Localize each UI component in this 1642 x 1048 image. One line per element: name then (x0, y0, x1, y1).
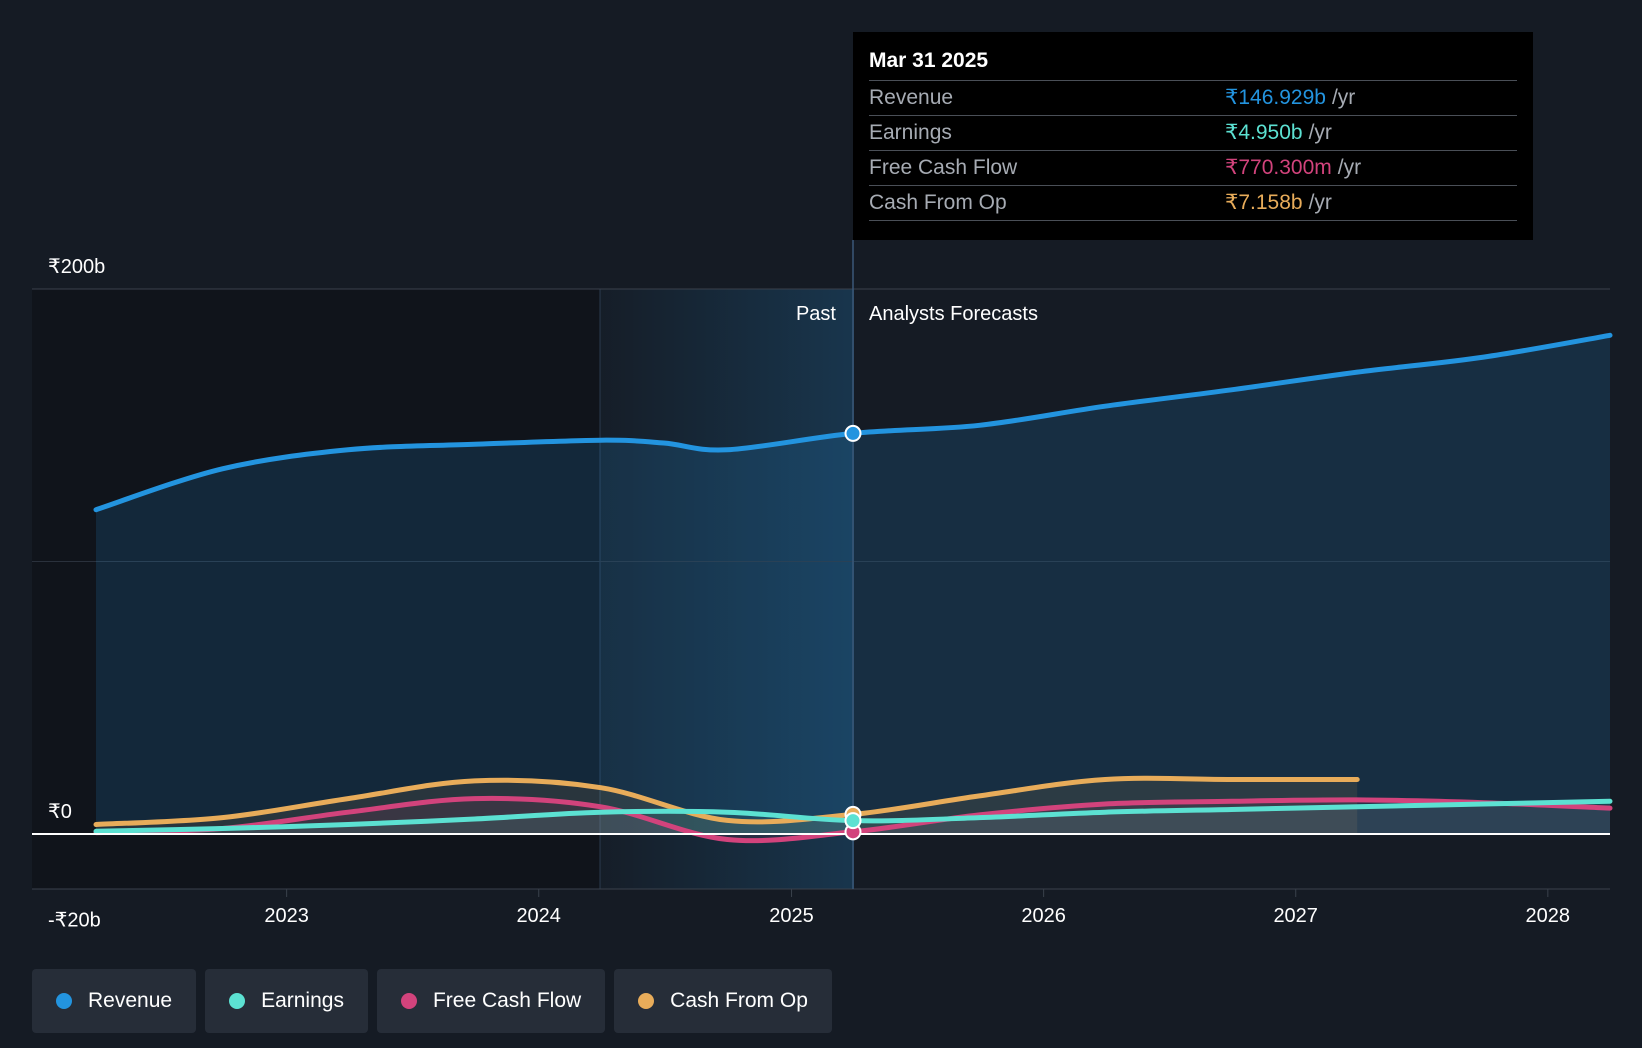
y-axis-ticks: ₹200b ₹0 -₹20b (48, 256, 105, 932)
x-tick-label: 2028 (1526, 905, 1571, 927)
x-axis-ticks: 2023 2024 2025 2026 2027 2028 (264, 889, 1570, 927)
gridlines (32, 288, 1610, 890)
free-cash-flow-dot-icon (400, 993, 417, 1009)
tooltip-value: ₹146.929b/yr (1225, 81, 1355, 115)
past-shade-region (32, 289, 600, 889)
tooltip-value-number: ₹4.950b (1225, 121, 1303, 144)
revenue-dot-icon (56, 993, 72, 1009)
earnings-marker (844, 812, 862, 830)
tooltip-label: Cash From Op (869, 191, 1007, 214)
revenue-line (93, 332, 1613, 513)
legend-item-earnings[interactable]: Earnings (205, 969, 368, 1033)
hover-markers (844, 424, 862, 841)
tooltip-unit: /yr (1337, 156, 1362, 179)
tooltip: Mar 31 2025 Revenue ₹146.929b/yr Earning… (853, 32, 1533, 240)
cash-from-op-dot-icon (638, 993, 655, 1009)
x-tick-label: 2025 (769, 905, 814, 927)
forecast-label: Analysts Forecasts (869, 303, 1038, 325)
x-tick-label: 2027 (1273, 905, 1318, 927)
legend-label: Revenue (88, 989, 173, 1012)
tooltip-value-number: ₹146.929b (1225, 86, 1326, 109)
revenue-marker (844, 424, 862, 442)
tooltip-value-number: ₹770.300m (1225, 156, 1332, 179)
legend: Revenue Earnings Free Cash Flow Cash Fro… (32, 969, 832, 1033)
past-label: Past (796, 303, 836, 325)
tooltip-row-earnings: Earnings ₹4.950b/yr (869, 116, 1517, 151)
cash-from-op-line (93, 775, 1360, 827)
tooltip-row-revenue: Revenue ₹146.929b/yr (869, 81, 1517, 116)
earnings-dot-icon (229, 993, 246, 1009)
tooltip-value-number: ₹7.158b (1225, 191, 1303, 214)
tooltip-row-cash-from-op: Cash From Op ₹7.158b/yr (869, 186, 1517, 221)
legend-label: Cash From Op (670, 989, 808, 1012)
tooltip-date: Mar 31 2025 (869, 46, 1517, 81)
x-tick-label: 2024 (516, 905, 561, 927)
y-tick-label: -₹20b (48, 910, 101, 932)
tooltip-value: ₹7.158b/yr (1225, 186, 1332, 220)
y-tick-label: ₹200b (48, 256, 105, 278)
tooltip-label: Revenue (869, 86, 954, 109)
tooltip-value: ₹4.950b/yr (1225, 116, 1332, 150)
x-tick-label: 2026 (1021, 905, 1066, 927)
past-highlight-region (600, 289, 854, 889)
legend-item-cash-from-op[interactable]: Cash From Op (614, 969, 832, 1033)
earnings-area (96, 801, 1610, 834)
x-tick-label: 2023 (264, 905, 309, 927)
tooltip-unit: /yr (1331, 86, 1356, 109)
tooltip-value: ₹770.300m/yr (1225, 151, 1361, 185)
tooltip-unit: /yr (1308, 191, 1332, 214)
tooltip-row-free-cash-flow: Free Cash Flow ₹770.300m/yr (869, 151, 1517, 186)
legend-label: Free Cash Flow (432, 989, 582, 1012)
tooltip-label: Earnings (869, 121, 952, 144)
tooltip-label: Free Cash Flow (869, 156, 1018, 179)
y-tick-label: ₹0 (48, 801, 72, 823)
legend-label: Earnings (261, 989, 344, 1012)
legend-item-free-cash-flow[interactable]: Free Cash Flow (376, 969, 606, 1033)
tooltip-unit: /yr (1308, 121, 1332, 144)
legend-item-revenue[interactable]: Revenue (32, 969, 197, 1033)
